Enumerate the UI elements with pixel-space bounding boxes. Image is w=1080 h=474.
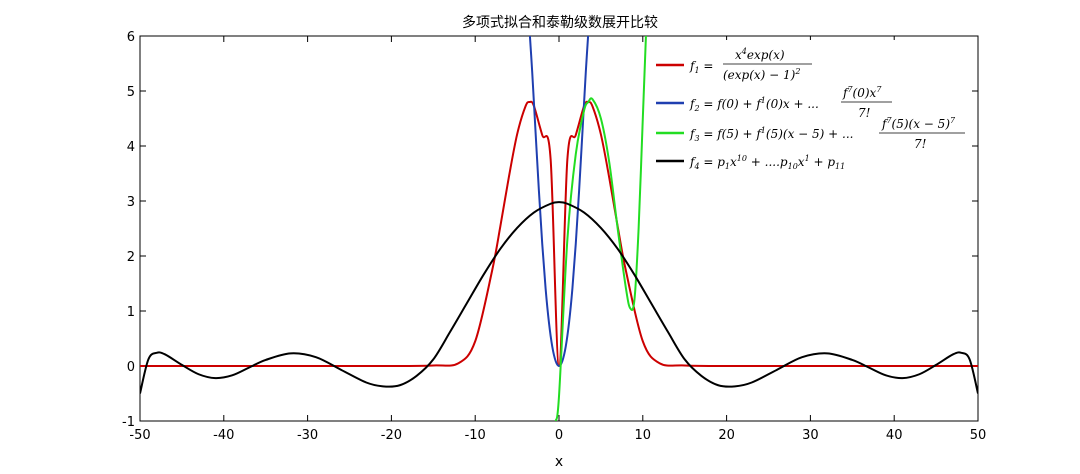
legend-label-f3: f3 = f(5) + f1(5)(x − 5) + ...: [689, 126, 853, 143]
series-layer: [140, 36, 978, 421]
legend-entry-f1: f1 = x4exp(x) (exp(x) − 1)2: [656, 47, 812, 82]
legend-box: [650, 40, 972, 180]
legend-label-f3-numerator: f7(5)(x − 5)7: [881, 116, 956, 131]
y-tick-label: 4: [127, 140, 135, 155]
legend-entry-f3: f3 = f(5) + f1(5)(x − 5) + ... f7(5)(x −…: [656, 116, 965, 151]
x-tick-label: 40: [886, 428, 903, 443]
legend-label-f2: f2 = f(0) + f1(0)x + ...: [689, 96, 819, 113]
x-tick-label: -10: [465, 428, 486, 443]
legend-label-f3-denominator: 7!: [914, 137, 927, 151]
legend-label-f2-denominator: 7!: [858, 106, 871, 120]
y-tick-label: 6: [127, 30, 135, 45]
series-line-f4: [140, 201, 978, 394]
series-line-f3: [554, 36, 647, 421]
series-line-f2: [528, 36, 590, 368]
legend-label-f4: f4 = p1x10 + ....p10x1 + p11: [689, 154, 845, 171]
legend-label-f1-denominator: (exp(x) − 1)2: [723, 67, 800, 82]
y-tick-label: 5: [127, 85, 135, 100]
x-tick-label: -40: [213, 428, 234, 443]
y-tick-label: -1: [122, 415, 135, 430]
legend-label-f1: f1 =: [689, 59, 713, 75]
x-tick-label: -30: [297, 428, 318, 443]
x-tick-label: -50: [129, 428, 150, 443]
legend-label-f2-numerator: f7(0)x7: [842, 85, 882, 100]
chart-title: 多项式拟合和泰勒级数展开比较: [462, 14, 658, 31]
y-tick-label: 0: [127, 360, 135, 375]
x-tick-label: 10: [635, 428, 652, 443]
x-tick-label: 0: [555, 428, 563, 443]
x-tick-label: -20: [381, 428, 402, 443]
y-tick-label: 2: [127, 250, 135, 265]
x-tick-label: 50: [970, 428, 987, 443]
y-tick-label: 1: [127, 305, 135, 320]
legend: f1 = x4exp(x) (exp(x) − 1)2 f2 = f(0) + …: [650, 40, 972, 180]
legend-entry-f2: f2 = f(0) + f1(0)x + ... f7(0)x7 7!: [656, 85, 892, 120]
x-tick-label: 30: [802, 428, 819, 443]
x-axis-label: x: [555, 454, 563, 470]
y-tick-label: 3: [127, 195, 135, 210]
legend-label-f1-numerator: x4exp(x): [735, 47, 785, 62]
x-tick-label: 20: [718, 428, 735, 443]
